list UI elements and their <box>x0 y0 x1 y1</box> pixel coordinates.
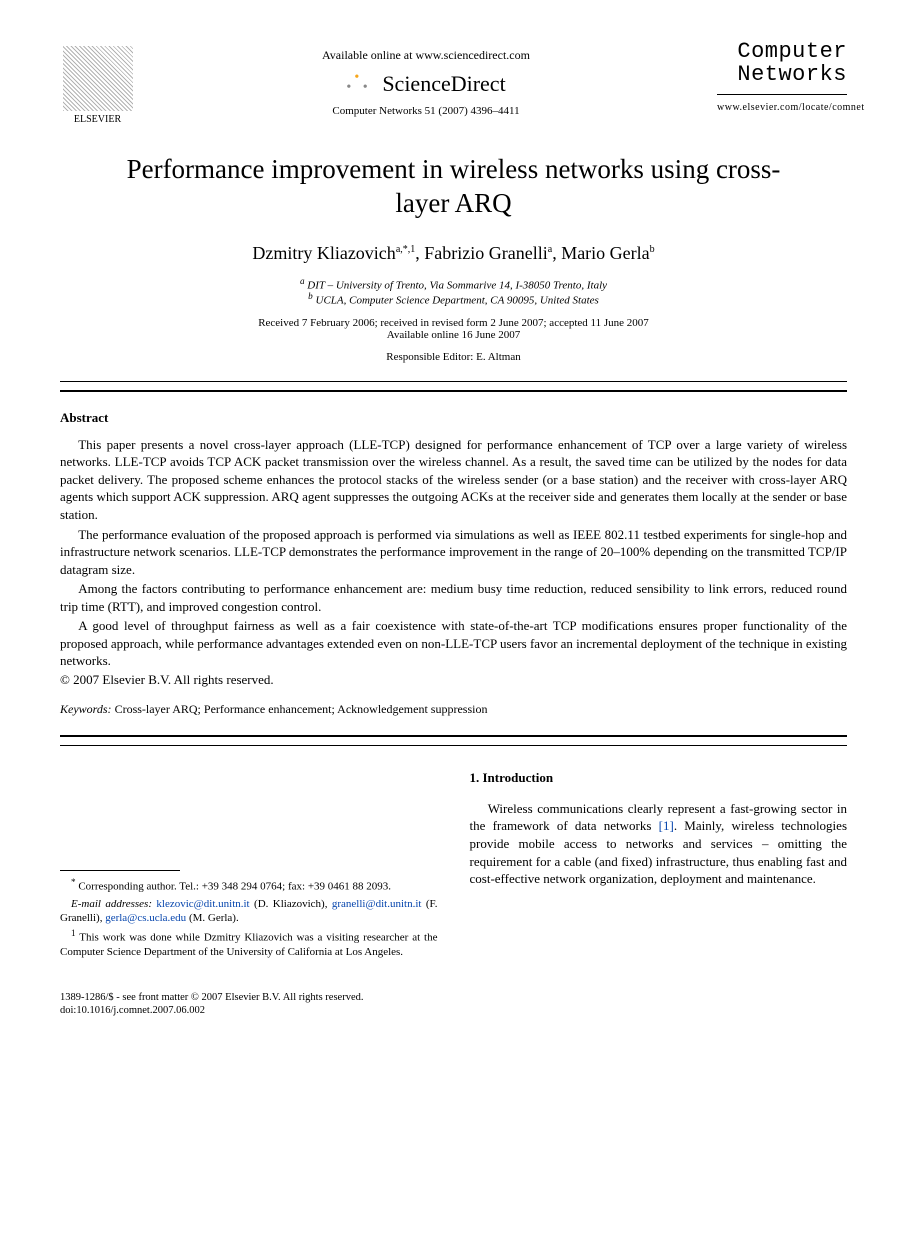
page-header: ELSEVIER Available online at www.science… <box>60 40 847 125</box>
author-3-sup: b <box>650 244 655 255</box>
keywords: Keywords: Cross-layer ARQ; Performance e… <box>60 702 847 717</box>
email-addresses: E-mail addresses: klezovic@dit.unitn.it … <box>60 897 438 926</box>
two-column-body: * Corresponding author. Tel.: +39 348 29… <box>60 770 847 963</box>
journal-name-line2: Networks <box>717 63 847 86</box>
abstract-copyright: © 2007 Elsevier B.V. All rights reserved… <box>60 672 847 688</box>
abstract-p2: The performance evaluation of the propos… <box>60 526 847 579</box>
affiliations: a DIT – University of Trento, Via Sommar… <box>60 276 847 307</box>
abstract-p4: A good level of throughput fairness as w… <box>60 617 847 670</box>
author-1-sup: a,*,1 <box>396 244 415 255</box>
abstract-p3: Among the factors contributing to perfor… <box>60 580 847 615</box>
rule-thin <box>60 381 847 382</box>
rule-thick-2 <box>60 735 847 737</box>
elsevier-label: ELSEVIER <box>74 114 121 125</box>
right-column: 1. Introduction Wireless communications … <box>470 770 848 963</box>
available-online-text: Available online at www.sciencedirect.co… <box>135 48 717 63</box>
sd-brand: ScienceDirect <box>382 71 505 96</box>
elsevier-logo: ELSEVIER <box>60 40 135 125</box>
footnote-1-text: This work was done while Dzmitry Kliazov… <box>60 932 438 958</box>
divider-top <box>60 381 847 392</box>
citation-link-1[interactable]: [1] <box>659 818 674 833</box>
abstract-heading: Abstract <box>60 410 847 426</box>
responsible-editor: Responsible Editor: E. Altman <box>60 351 847 363</box>
intro-heading: 1. Introduction <box>470 770 848 786</box>
rule-thin-2 <box>60 745 847 746</box>
corr-text: Corresponding author. Tel.: +39 348 294 … <box>78 881 391 893</box>
abstract-p1: This paper presents a novel cross-layer … <box>60 436 847 524</box>
email-label: E-mail addresses: <box>71 898 152 910</box>
rule-thick <box>60 390 847 392</box>
keywords-label: Keywords: <box>60 702 112 716</box>
footnote-rule <box>60 870 180 871</box>
keywords-text: Cross-layer ARQ; Performance enhancement… <box>115 702 488 716</box>
affiliation-b: b UCLA, Computer Science Department, CA … <box>60 291 847 307</box>
email-link-3[interactable]: gerla@cs.ucla.edu <box>105 912 186 924</box>
email-who-1: (D. Kliazovich), <box>254 898 327 910</box>
journal-name-line1: Computer <box>717 40 847 63</box>
author-3: Mario Gerla <box>561 243 649 263</box>
affiliation-a-text: DIT – University of Trento, Via Sommariv… <box>307 279 607 291</box>
abstract-body: This paper presents a novel cross-layer … <box>60 436 847 670</box>
center-header: Available online at www.sciencedirect.co… <box>135 40 717 117</box>
paper-page: ELSEVIER Available online at www.science… <box>0 0 907 1058</box>
footnote-1: 1 This work was done while Dzmitry Kliaz… <box>60 928 438 959</box>
page-footer: 1389-1286/$ - see front matter © 2007 El… <box>60 991 847 1018</box>
footnotes: * Corresponding author. Tel.: +39 348 29… <box>60 877 438 960</box>
author-2: Fabrizio Granelli <box>424 243 547 263</box>
elsevier-tree-icon <box>63 46 133 111</box>
affiliation-b-text: UCLA, Computer Science Department, CA 90… <box>316 295 599 307</box>
citation-line: Computer Networks 51 (2007) 4396–4411 <box>135 105 717 117</box>
affiliation-a: a DIT – University of Trento, Via Sommar… <box>60 276 847 292</box>
email-link-2[interactable]: granelli@dit.unitn.it <box>332 898 422 910</box>
author-1: Dzmitry Kliazovich <box>252 243 395 263</box>
sciencedirect-logo: ScienceDirect <box>135 71 717 97</box>
online-date: Available online 16 June 2007 <box>60 329 847 341</box>
journal-rule <box>717 94 847 95</box>
divider-bottom <box>60 735 847 746</box>
email-link-1[interactable]: klezovic@dit.unitn.it <box>156 898 249 910</box>
author-list: Dzmitry Kliazovicha,*,1, Fabrizio Granel… <box>60 243 847 264</box>
journal-url: www.elsevier.com/locate/comnet <box>717 103 847 114</box>
intro-p1: Wireless communications clearly represen… <box>470 800 848 888</box>
corresponding-author: * Corresponding author. Tel.: +39 348 29… <box>60 877 438 894</box>
front-matter-line: 1389-1286/$ - see front matter © 2007 El… <box>60 991 847 1005</box>
received-date: Received 7 February 2006; received in re… <box>60 317 847 329</box>
article-title: Performance improvement in wireless netw… <box>100 153 807 221</box>
left-column: * Corresponding author. Tel.: +39 348 29… <box>60 770 438 963</box>
article-dates: Received 7 February 2006; received in re… <box>60 317 847 341</box>
email-who-3: (M. Gerla). <box>189 912 239 924</box>
sd-dots-icon <box>346 76 376 96</box>
doi-line: doi:10.1016/j.comnet.2007.06.002 <box>60 1004 847 1018</box>
journal-logo: Computer Networks www.elsevier.com/locat… <box>717 40 847 114</box>
author-2-sup: a <box>548 244 552 255</box>
